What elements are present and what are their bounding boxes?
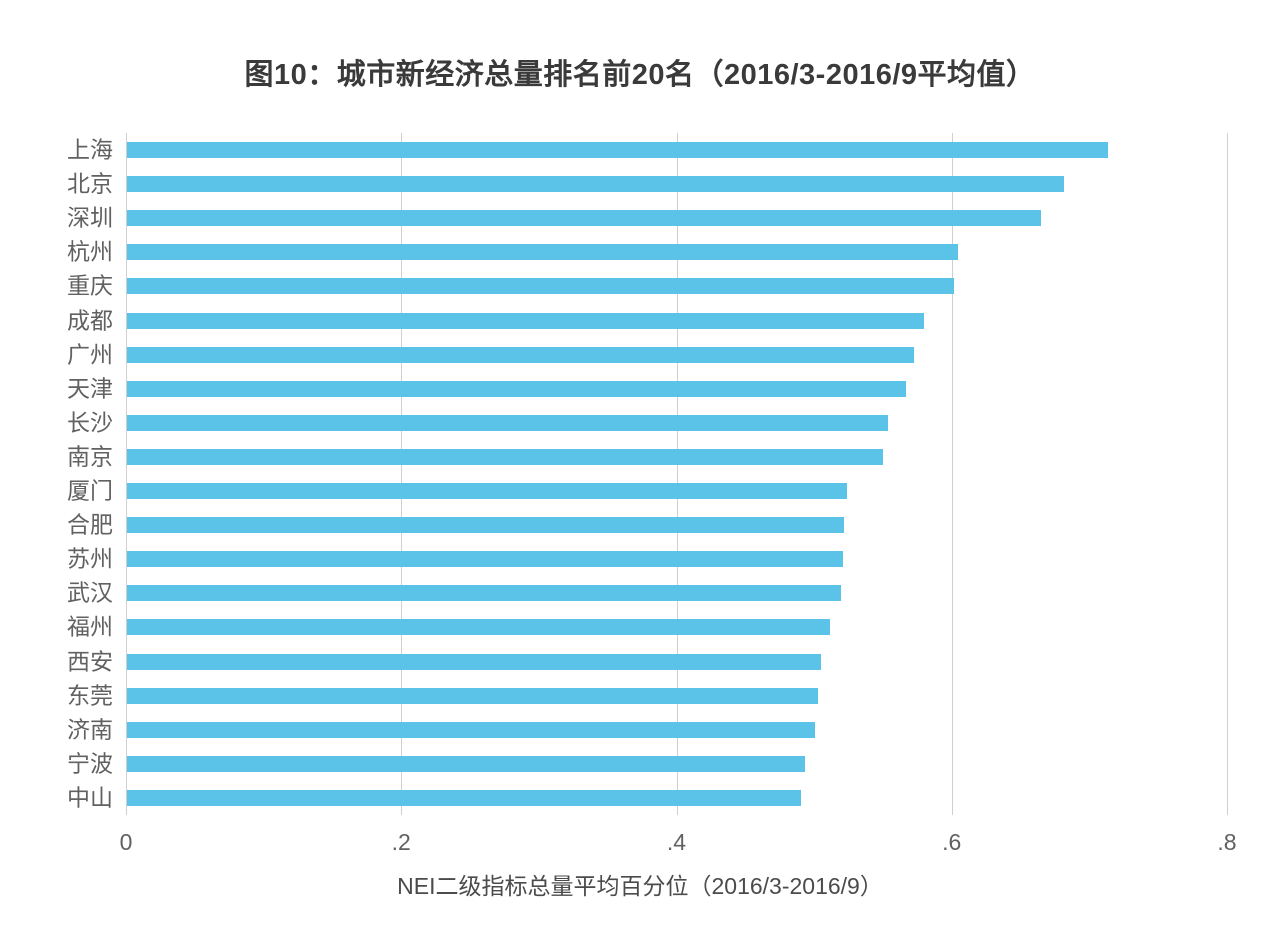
gridline <box>1227 133 1228 815</box>
bar <box>127 721 816 738</box>
bar <box>127 414 889 431</box>
category-label: 成都 <box>67 307 113 334</box>
plot-area: 上海北京深圳杭州重庆成都广州天津长沙南京厦门合肥苏州武汉福州西安东莞济南宁波中山 <box>67 133 1228 815</box>
bar <box>127 210 1041 227</box>
gridline <box>951 133 953 815</box>
category-label: 福州 <box>67 613 113 640</box>
bar <box>127 517 845 534</box>
category-label: 上海 <box>67 136 113 163</box>
bar-row: 长沙 <box>67 406 1227 440</box>
bar <box>127 278 955 295</box>
bar-row: 成都 <box>67 304 1227 338</box>
y-axis-line <box>126 133 127 815</box>
bar-row: 东莞 <box>67 679 1227 713</box>
bar-row: 南京 <box>67 440 1227 474</box>
category-label: 西安 <box>67 648 113 675</box>
bar-row: 福州 <box>67 610 1227 644</box>
bar <box>127 176 1065 193</box>
bar-row: 天津 <box>67 372 1227 406</box>
bar <box>127 380 906 397</box>
category-label: 南京 <box>67 443 113 470</box>
bar-row: 厦门 <box>67 474 1227 508</box>
category-label: 杭州 <box>67 238 113 265</box>
x-tick-label: 0 <box>119 829 133 855</box>
category-label: 合肥 <box>67 511 113 538</box>
chart-title: 图10：城市新经济总量排名前20名（2016/3-2016/9平均值） <box>244 59 1036 91</box>
bar-row: 合肥 <box>67 508 1227 542</box>
category-label: 苏州 <box>67 545 113 572</box>
bar <box>127 142 1109 159</box>
bar-row: 深圳 <box>67 201 1227 235</box>
x-tick-label: .2 <box>391 829 411 855</box>
bar <box>127 551 843 568</box>
category-label: 厦门 <box>67 477 113 504</box>
category-label: 济南 <box>67 716 113 743</box>
category-label: 长沙 <box>67 409 113 436</box>
gridline <box>401 133 403 815</box>
x-axis-title: NEI二级指标总量平均百分位（2016/3-2016/9） <box>397 873 883 899</box>
bar-row: 北京 <box>67 167 1227 201</box>
category-label: 北京 <box>67 170 113 197</box>
bar <box>127 346 915 363</box>
bar-row: 苏州 <box>67 542 1227 576</box>
bar <box>127 244 959 261</box>
bar <box>127 312 924 329</box>
category-label: 中山 <box>67 784 113 811</box>
category-label: 深圳 <box>67 204 113 231</box>
category-label: 宁波 <box>67 750 113 777</box>
category-label: 广州 <box>67 341 113 368</box>
bar <box>127 448 883 465</box>
bar-row: 西安 <box>67 645 1227 679</box>
bar-row: 重庆 <box>67 269 1227 303</box>
bar-row: 武汉 <box>67 576 1227 610</box>
bar <box>127 755 806 772</box>
bar <box>127 687 818 704</box>
bar-row: 宁波 <box>67 747 1227 781</box>
bar <box>127 653 821 670</box>
category-label: 武汉 <box>67 579 113 606</box>
gridline <box>676 133 678 815</box>
bar-row: 济南 <box>67 713 1227 747</box>
category-label: 重庆 <box>67 272 113 299</box>
x-tick-label: .8 <box>1217 829 1237 855</box>
bar <box>127 483 847 500</box>
bar <box>127 585 842 602</box>
bar-row: 广州 <box>67 338 1227 372</box>
bar-row: 杭州 <box>67 235 1227 269</box>
x-axis: 0 .2 .4 .6 .8 <box>120 829 1237 859</box>
bar-row: 上海 <box>67 133 1227 167</box>
x-tick-label: .4 <box>666 829 687 855</box>
bar-row: 中山 <box>67 781 1227 815</box>
bar <box>127 789 802 806</box>
category-label: 天津 <box>67 375 113 402</box>
category-label: 东莞 <box>67 682 113 709</box>
x-tick-label: .6 <box>942 829 962 855</box>
bar <box>127 619 831 636</box>
